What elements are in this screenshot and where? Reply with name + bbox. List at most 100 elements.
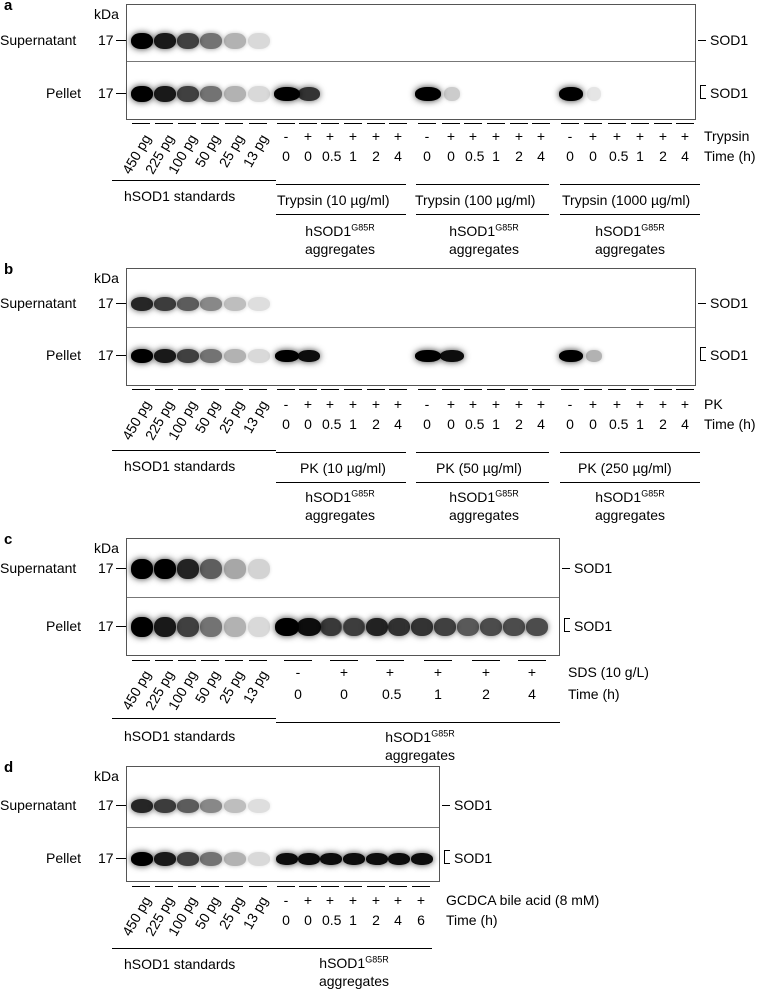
- time-value: 0: [304, 416, 312, 432]
- group-line: [276, 452, 406, 453]
- mw-17-sup: 17: [98, 295, 114, 311]
- std-band-pel: [177, 852, 199, 866]
- std-band-pel: [154, 349, 176, 363]
- treatment-sign: +: [481, 664, 491, 680]
- std-band-pel: [177, 617, 199, 637]
- lane-dash: [155, 660, 173, 661]
- agg-label: hSOD1G85R aggregates: [424, 222, 544, 258]
- pellet-label: Pellet: [46, 850, 82, 866]
- time-value: 0.5: [609, 148, 629, 164]
- agg-label: hSOD1G85R aggregates: [280, 222, 400, 258]
- std-band-pel: [200, 852, 222, 866]
- sample-band: [274, 87, 300, 101]
- agg-label-part: aggregates: [304, 507, 376, 523]
- treatment-sign: +: [635, 128, 645, 144]
- sod1-label-sup: SOD1: [574, 560, 613, 576]
- sample-band: [503, 618, 525, 636]
- std-band-pel: [224, 349, 246, 363]
- blot-a: [126, 4, 696, 120]
- sample-band: [344, 618, 364, 636]
- kda-label: kDa: [94, 6, 119, 22]
- treatment-sign: -: [283, 396, 289, 412]
- sample-band: [586, 350, 602, 362]
- group-line: [416, 184, 549, 185]
- time-value: 1: [434, 686, 442, 702]
- treatment-sign: -: [424, 128, 430, 144]
- time-value: 4: [537, 416, 545, 432]
- sample-band: [434, 618, 456, 636]
- std-band-pel: [154, 852, 176, 866]
- time-value: 2: [372, 416, 380, 432]
- agg-label-part: aggregates: [448, 507, 520, 523]
- sample-band: [298, 853, 320, 865]
- mw-tick: [116, 805, 126, 806]
- treatment-sign: +: [303, 892, 313, 908]
- std-band-pel: [200, 86, 222, 102]
- time-value: 6: [417, 912, 425, 928]
- sod1-tick: [562, 568, 570, 569]
- treatment-sign: -: [567, 128, 573, 144]
- time-value: 2: [515, 148, 523, 164]
- std-band-sup: [154, 33, 176, 49]
- agg-label-part: hSOD1: [319, 955, 366, 971]
- std-band-sup: [177, 799, 199, 813]
- lane-dash: [487, 123, 505, 124]
- lane-dash: [132, 886, 150, 887]
- panel-letter-a: a: [4, 0, 13, 14]
- group-line: [112, 180, 276, 181]
- std-band-sup: [224, 559, 246, 579]
- agg-label-part: hSOD1: [595, 489, 642, 505]
- std-band-pel: [248, 86, 270, 102]
- std-band-pel: [154, 86, 176, 102]
- lane-dash: [299, 886, 317, 887]
- supernatant-label: Supernatant: [0, 560, 77, 576]
- time-value: 2: [659, 148, 667, 164]
- sample-band: [275, 350, 299, 362]
- treatment-sign: +: [527, 664, 537, 680]
- treatment-sign: +: [325, 128, 335, 144]
- agg-label-part: hSOD1: [305, 489, 352, 505]
- lane-dash: [155, 123, 173, 124]
- sample-band: [370, 618, 384, 636]
- sod1-label-pel: SOD1: [710, 347, 749, 363]
- sample-band: [366, 618, 388, 636]
- lane-dash: [518, 660, 546, 661]
- std-band-pel: [154, 617, 176, 637]
- treatment-sign: +: [588, 128, 598, 144]
- treatment-sign: +: [446, 396, 456, 412]
- lane-dash: [277, 886, 295, 887]
- lane-dash: [510, 389, 528, 390]
- sod1-bracket: [700, 347, 706, 361]
- sample-band: [343, 853, 365, 865]
- time-value: 0: [447, 416, 455, 432]
- treatment-sign: +: [635, 396, 645, 412]
- lane-dash: [389, 886, 407, 887]
- sample-band: [559, 350, 583, 362]
- time-value: 1: [349, 148, 357, 164]
- agg-label: hSOD1G85R aggregates: [570, 488, 690, 524]
- treatment-sign: +: [588, 396, 598, 412]
- std-band-sup: [224, 33, 246, 49]
- time-value: 0: [566, 148, 574, 164]
- lane-dash: [225, 123, 243, 124]
- group-b1: PK (10 µg/ml): [300, 460, 386, 476]
- std-group-label-b: hSOD1 standards: [124, 458, 236, 474]
- lane-dash: [376, 660, 404, 661]
- lane-dash: [464, 123, 482, 124]
- sample-band: [526, 618, 548, 636]
- lane-dash: [201, 389, 219, 390]
- lane-dash: [654, 123, 672, 124]
- agg-label-part: hSOD1: [449, 489, 496, 505]
- std-group-label-d: hSOD1 standards: [124, 956, 236, 972]
- lane-dash: [277, 123, 295, 124]
- agg-label-part: aggregates: [594, 241, 666, 257]
- lane-dash: [321, 123, 339, 124]
- supernatant-label: Supernatant: [0, 32, 77, 48]
- agg-label-part: G85R: [641, 222, 665, 233]
- lane-dash: [442, 389, 460, 390]
- lane-dash: [608, 123, 626, 124]
- lane-dash: [487, 389, 505, 390]
- lane-dash: [201, 886, 219, 887]
- lane-dash: [676, 123, 694, 124]
- lane-dash: [608, 389, 626, 390]
